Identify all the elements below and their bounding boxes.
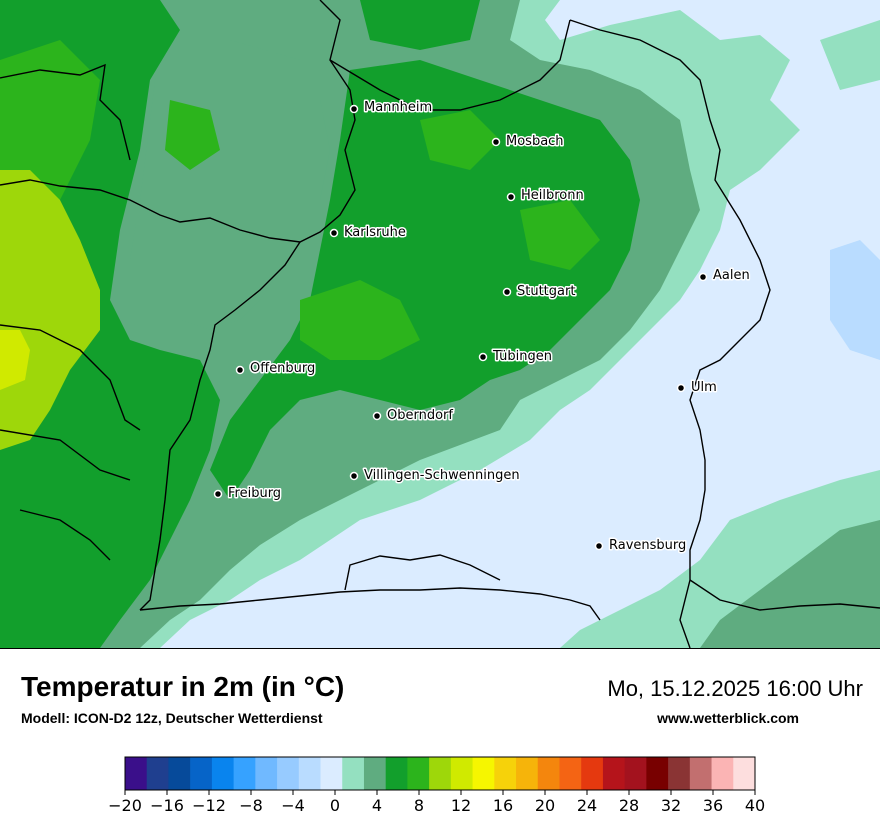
- legend-swatch: [407, 757, 430, 790]
- city-dot-mosbach: [491, 137, 501, 147]
- legend-swatch: [711, 757, 734, 790]
- legend-tick-label: 20: [535, 796, 555, 815]
- city-dot-oberndorf: [372, 411, 382, 421]
- legend-swatch: [233, 757, 256, 790]
- legend-swatch: [472, 757, 495, 790]
- legend-tick-label: 4: [372, 796, 382, 815]
- city-dot-ravensburg: [594, 541, 604, 551]
- legend-swatch: [146, 757, 169, 790]
- legend-tick-label: 40: [745, 796, 765, 815]
- city-label-tuebingen: Tübingen: [492, 349, 552, 364]
- city-dot-villingen: [349, 471, 359, 481]
- city-dot-tuebingen: [478, 352, 488, 362]
- zone-12-14: [0, 330, 30, 390]
- borders: [0, 0, 880, 648]
- legend-tick-label: 36: [703, 796, 723, 815]
- legend-swatch: [494, 757, 517, 790]
- city-labels: Mannheim Mosbach Heilbronn Karlsruhe Aal…: [227, 99, 752, 555]
- legend-swatch: [429, 757, 452, 790]
- legend-tick-label: −8: [239, 796, 263, 815]
- legend-swatch: [168, 757, 191, 790]
- legend-tick-label: 12: [451, 796, 471, 815]
- legend-swatch: [190, 757, 213, 790]
- city-label-aalen: Aalen: [713, 268, 750, 283]
- legend-swatch: [125, 757, 148, 790]
- zone-cold-pocket: [830, 240, 880, 360]
- city-dot-stuttgart: [502, 287, 512, 297]
- city-dot-offenburg: [235, 365, 245, 375]
- legend-tick-label: −16: [150, 796, 184, 815]
- forecast-datetime: Mo, 15.12.2025 16:00 Uhr: [607, 676, 863, 701]
- legend-swatch: [277, 757, 300, 790]
- legend-swatch: [298, 757, 322, 790]
- legend-swatch: [624, 757, 647, 790]
- legend-swatch: [581, 757, 604, 790]
- city-label-offenburg: Offenburg: [250, 361, 315, 376]
- legend-swatch: [646, 757, 669, 790]
- legend-tick-label: 32: [661, 796, 681, 815]
- city-dot-freiburg: [213, 489, 223, 499]
- legend-swatch: [668, 757, 691, 790]
- legend-tick-label: 0: [330, 796, 340, 815]
- city-dot-mannheim: [349, 104, 359, 114]
- legend-tick-label: 28: [619, 796, 639, 815]
- city-dot-ulm: [676, 383, 686, 393]
- legend-tick-label: −20: [108, 796, 142, 815]
- legend-tick-label: 8: [414, 796, 424, 815]
- legend-swatch: [537, 757, 560, 790]
- legend-swatch: [516, 757, 539, 790]
- city-label-oberndorf: Oberndorf: [387, 408, 453, 423]
- temperature-map: Mannheim Mosbach Heilbronn Karlsruhe Aal…: [0, 0, 880, 649]
- city-label-stuttgart: Stuttgart: [517, 284, 575, 299]
- map-title: Temperatur in 2m (in °C): [21, 671, 345, 702]
- city-label-heilbronn: Heilbronn: [521, 188, 584, 203]
- legend-tick-label: −12: [192, 796, 226, 815]
- legend-swatch: [450, 757, 474, 790]
- model-source: Modell: ICON-D2 12z, Deutscher Wetterdie…: [21, 710, 323, 726]
- zone-6-8-central: [210, 60, 640, 500]
- legend-swatch: [342, 757, 365, 790]
- city-label-karlsruhe: Karlsruhe: [344, 225, 406, 240]
- city-label-villingen: Villingen-Schwenningen: [364, 468, 520, 483]
- city-label-ulm: Ulm: [691, 380, 717, 395]
- legend-swatch: [211, 757, 235, 790]
- legend-swatch: [602, 757, 626, 790]
- legend-tick-label: 16: [493, 796, 513, 815]
- legend-swatch: [363, 757, 387, 790]
- city-dot-karlsruhe: [329, 228, 339, 238]
- legend-tick-label: −4: [281, 796, 305, 815]
- legend-swatch: [559, 757, 582, 790]
- city-label-mannheim: Mannheim: [364, 100, 432, 115]
- city-dot-heilbronn: [506, 192, 516, 202]
- legend-swatch: [385, 757, 408, 790]
- city-label-mosbach: Mosbach: [506, 134, 564, 149]
- city-label-freiburg: Freiburg: [228, 486, 281, 501]
- legend-swatch: [255, 757, 278, 790]
- legend-tick-label: 24: [577, 796, 597, 815]
- city-markers: [213, 104, 708, 551]
- website-link[interactable]: www.wetterblick.com: [657, 710, 799, 726]
- legend-swatch: [689, 757, 713, 790]
- city-dot-aalen: [698, 272, 708, 282]
- legend-swatch: [733, 757, 756, 790]
- legend-swatch: [320, 757, 343, 790]
- city-label-ravensburg: Ravensburg: [609, 538, 686, 553]
- legend-border: [124, 756, 756, 791]
- color-legend: −20 −16 −12 −8 −4 0 4 8 12 16 20 24 28 32 36 40: [100, 755, 780, 825]
